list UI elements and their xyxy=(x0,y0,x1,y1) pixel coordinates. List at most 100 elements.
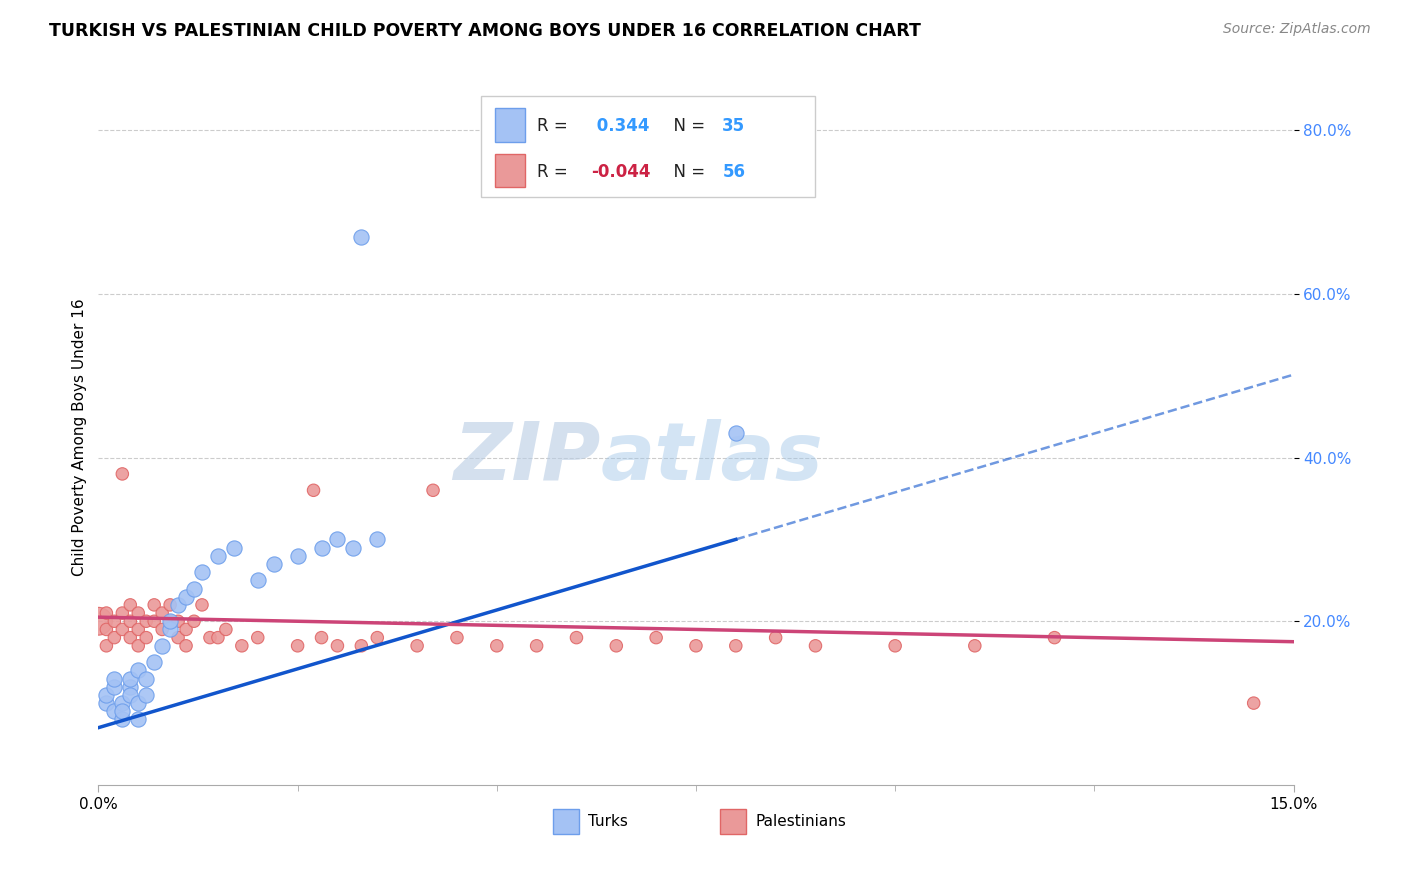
Point xyxy=(605,639,627,653)
Point xyxy=(150,623,173,637)
Point xyxy=(127,623,149,637)
Bar xyxy=(553,809,579,834)
Point xyxy=(111,704,134,718)
Point xyxy=(724,639,747,653)
Point xyxy=(120,672,142,686)
Point xyxy=(87,614,110,628)
Point xyxy=(246,631,269,645)
Text: R =: R = xyxy=(537,163,574,181)
Text: 56: 56 xyxy=(723,163,745,181)
Point xyxy=(191,565,214,579)
Point xyxy=(174,623,197,637)
Point xyxy=(159,614,181,628)
Point xyxy=(263,557,285,571)
Point xyxy=(135,672,157,686)
Bar xyxy=(720,809,747,834)
Point xyxy=(685,639,707,653)
Point xyxy=(183,614,205,628)
Point xyxy=(311,541,333,555)
Text: N =: N = xyxy=(662,163,710,181)
Point xyxy=(111,467,134,481)
Point xyxy=(103,680,125,694)
Point xyxy=(406,639,429,653)
Text: atlas: atlas xyxy=(600,419,823,497)
Text: Source: ZipAtlas.com: Source: ZipAtlas.com xyxy=(1223,22,1371,37)
Point xyxy=(111,623,134,637)
Point xyxy=(207,631,229,645)
Point xyxy=(183,582,205,596)
Point xyxy=(311,631,333,645)
Point xyxy=(111,606,134,620)
Point xyxy=(207,549,229,563)
Point xyxy=(96,696,118,710)
Point xyxy=(326,533,349,547)
Point xyxy=(159,614,181,628)
Point xyxy=(111,696,134,710)
Bar xyxy=(495,108,524,142)
Point xyxy=(565,631,588,645)
Point xyxy=(422,483,444,498)
Text: TURKISH VS PALESTINIAN CHILD POVERTY AMONG BOYS UNDER 16 CORRELATION CHART: TURKISH VS PALESTINIAN CHILD POVERTY AMO… xyxy=(49,22,921,40)
Y-axis label: Child Poverty Among Boys Under 16: Child Poverty Among Boys Under 16 xyxy=(72,298,87,576)
Point xyxy=(287,549,309,563)
Point xyxy=(135,631,157,645)
Point xyxy=(167,598,190,612)
Text: 35: 35 xyxy=(723,118,745,136)
Point xyxy=(191,598,214,612)
Point xyxy=(159,598,181,612)
Point xyxy=(350,229,373,244)
Point xyxy=(446,631,468,645)
Point xyxy=(174,590,197,604)
Point xyxy=(231,639,253,653)
Point xyxy=(485,639,508,653)
Point xyxy=(167,631,190,645)
Point xyxy=(174,639,197,653)
Point xyxy=(120,631,142,645)
Point xyxy=(342,541,364,555)
Point xyxy=(120,598,142,612)
Point xyxy=(96,623,118,637)
Point xyxy=(246,574,269,588)
Point xyxy=(127,639,149,653)
Point xyxy=(724,425,747,440)
Point xyxy=(1043,631,1066,645)
Point xyxy=(120,614,142,628)
Point xyxy=(143,655,166,669)
Point xyxy=(143,614,166,628)
Point xyxy=(127,606,149,620)
Point xyxy=(96,688,118,702)
Text: ZIP: ZIP xyxy=(453,419,600,497)
FancyBboxPatch shape xyxy=(481,96,815,197)
Point xyxy=(366,631,388,645)
Point xyxy=(135,688,157,702)
Point xyxy=(526,639,548,653)
Point xyxy=(135,614,157,628)
Point xyxy=(120,680,142,694)
Point xyxy=(167,614,190,628)
Text: Turks: Turks xyxy=(589,814,628,829)
Point xyxy=(159,623,181,637)
Point xyxy=(350,639,373,653)
Point xyxy=(103,631,125,645)
Text: N =: N = xyxy=(662,118,710,136)
Point xyxy=(963,639,986,653)
Point xyxy=(127,713,149,727)
Text: Palestinians: Palestinians xyxy=(756,814,846,829)
Point xyxy=(150,606,173,620)
Point xyxy=(302,483,325,498)
Point xyxy=(287,639,309,653)
Point xyxy=(143,598,166,612)
Point xyxy=(150,639,173,653)
Text: -0.044: -0.044 xyxy=(591,163,651,181)
Point xyxy=(326,639,349,653)
Point xyxy=(96,639,118,653)
Point xyxy=(366,533,388,547)
Point xyxy=(198,631,221,645)
Point xyxy=(111,713,134,727)
Point xyxy=(804,639,827,653)
Point xyxy=(120,688,142,702)
Point xyxy=(103,672,125,686)
Point xyxy=(127,664,149,678)
Point xyxy=(1243,696,1265,710)
Point xyxy=(645,631,668,645)
